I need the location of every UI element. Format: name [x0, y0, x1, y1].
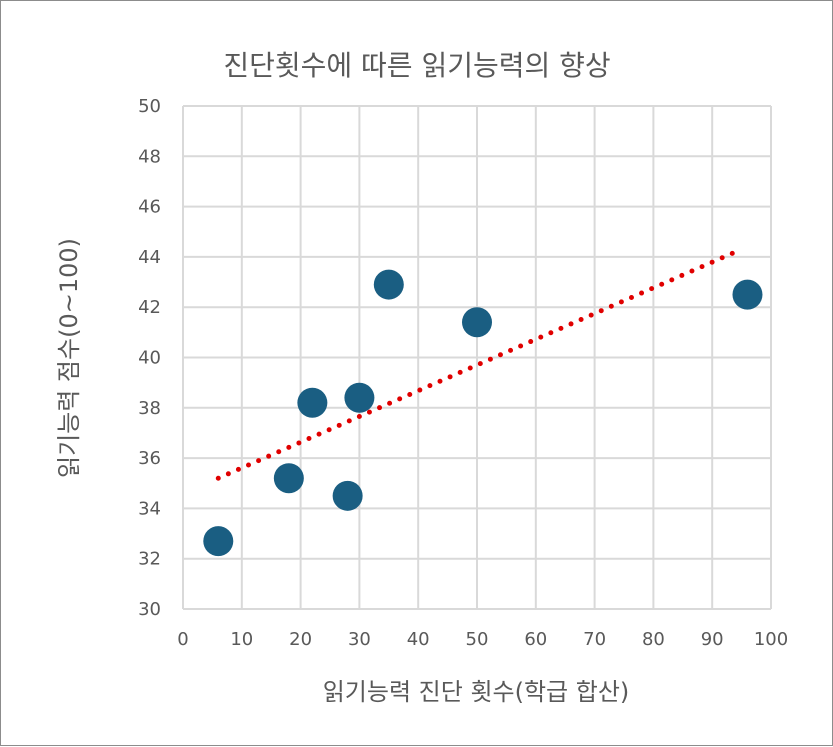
linear-trendline: [215, 249, 739, 481]
data-point-0: [203, 526, 234, 557]
data-point-2: [297, 387, 328, 418]
y-axis-label: 읽기능력 점수(0~100): [55, 238, 83, 478]
y-tick-label-4: 38: [138, 398, 161, 419]
data-point-3: [332, 480, 363, 511]
data-point-6: [462, 307, 492, 338]
data-point-5: [373, 269, 404, 300]
data-point-4: [344, 382, 375, 413]
y-tick-label-5: 40: [138, 348, 161, 369]
x-tick-label-9: 90: [701, 629, 724, 650]
x-tick-label-6: 60: [524, 629, 547, 650]
x-tick-label-7: 70: [583, 629, 606, 650]
chart-title: 진단횟수에 따른 읽기능력의 향상: [223, 49, 610, 82]
y-tick-label-2: 34: [138, 498, 161, 519]
x-axis-label: 읽기능력 진단 횟수(학급 합산): [323, 678, 630, 706]
x-tick-label-1: 10: [230, 629, 253, 650]
data-point-1: [273, 463, 304, 494]
x-tick-label-5: 50: [466, 629, 489, 650]
trendline-layer: [215, 249, 739, 481]
x-tick-label-3: 30: [348, 629, 371, 650]
y-tick-label-1: 32: [138, 549, 161, 570]
y-tick-label-0: 30: [138, 599, 161, 620]
x-tick-label-4: 40: [407, 629, 430, 650]
x-tick-label-2: 20: [289, 629, 312, 650]
y-tick-label-7: 44: [138, 247, 161, 268]
data-point-7: [732, 279, 763, 310]
data-points: [203, 269, 763, 557]
tick-labels: 0 10 20 30 40 50 60 70 80 90 100 30 32 34 36 38 40 42 44 46…: [138, 96, 788, 650]
y-tick-label-9: 48: [138, 146, 161, 167]
x-tick-label-10: 100: [754, 629, 788, 650]
x-tick-label-0: 0: [177, 629, 188, 650]
grid: [182, 105, 772, 610]
x-tick-label-8: 80: [642, 629, 665, 650]
y-tick-label-6: 42: [138, 297, 161, 318]
y-tick-label-10: 50: [138, 96, 161, 117]
y-tick-label-3: 36: [138, 448, 161, 469]
y-tick-label-8: 46: [138, 197, 161, 218]
